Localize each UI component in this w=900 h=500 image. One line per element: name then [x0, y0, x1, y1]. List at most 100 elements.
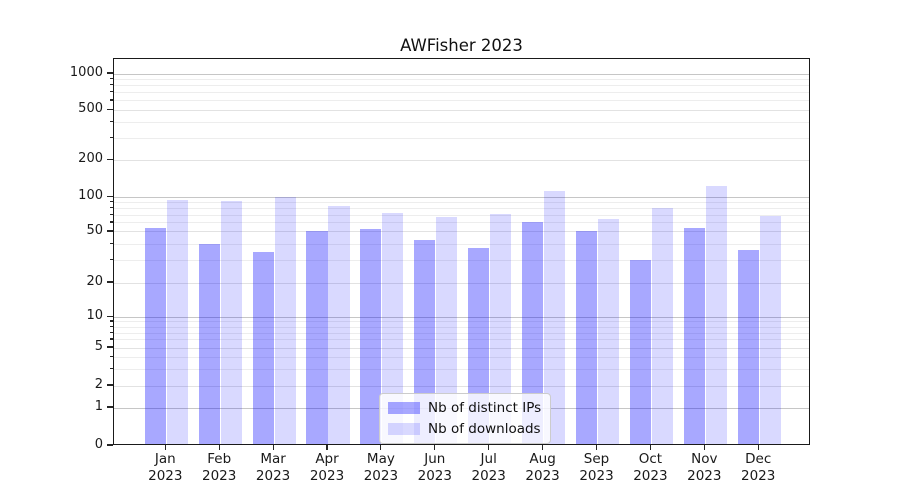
minor-gridline [114, 207, 809, 209]
legend-entry-downloads: Nb of downloads [388, 421, 541, 437]
minor-gridline [114, 259, 809, 261]
y-minor-tick-mark [109, 200, 113, 203]
x-tick-label-dec: Dec 2023 [728, 451, 788, 484]
minor-gridline [114, 332, 809, 334]
x-tick-month: May [366, 451, 395, 467]
x-tick-month: Mar [260, 451, 286, 467]
x-tick-month: Jul [480, 451, 497, 467]
bar-sep-distinct-ips [575, 231, 598, 444]
gridline-50 [114, 231, 809, 233]
y-tick-label-10: 10 [86, 308, 103, 324]
y-minor-tick-mark [109, 121, 113, 123]
gridline-500 [114, 109, 809, 111]
major-gridline-1000 [114, 73, 809, 75]
y-tick-mark-10 [107, 315, 113, 317]
y-tick-mark-100 [107, 195, 113, 197]
legend: Nb of distinct IPs Nb of downloads [379, 393, 552, 444]
x-tick-month: Apr [315, 451, 339, 467]
y-minor-tick-mark [109, 91, 113, 93]
bar-jul-downloads [490, 213, 512, 444]
y-minor-tick-mark [109, 99, 113, 101]
y-tick-mark-20 [107, 281, 113, 283]
y-minor-tick-mark [109, 242, 113, 245]
x-tick-month: Jun [424, 451, 446, 467]
y-minor-tick-mark [109, 320, 113, 322]
y-minor-tick-mark [109, 136, 113, 138]
x-tick-mark-aug [542, 445, 544, 450]
x-tick-year: 2023 [579, 467, 614, 484]
minor-gridline [114, 92, 809, 94]
minor-gridline [114, 201, 809, 203]
x-tick-year: 2023 [471, 467, 506, 484]
y-tick-mark-200 [107, 158, 113, 160]
legend-swatch-downloads [388, 423, 420, 435]
x-tick-label-sep: Sep 2023 [567, 451, 627, 484]
x-tick-month: Feb [207, 451, 232, 467]
bar-dec-downloads [759, 216, 781, 444]
x-tick-label-jun: Jun 2023 [405, 451, 465, 484]
x-tick-mark-jan [164, 445, 166, 450]
chart-title: AWFisher 2023 [400, 36, 523, 55]
legend-label-distinct-ips: Nb of distinct IPs [428, 400, 542, 416]
x-tick-year: 2023 [202, 467, 237, 484]
y-minor-tick-mark [109, 331, 113, 333]
x-tick-mark-oct [649, 445, 651, 450]
y-tick-mark-2 [107, 384, 113, 386]
x-tick-mark-jun [434, 445, 436, 450]
x-tick-label-may: May 2023 [351, 451, 411, 484]
legend-entry-distinct-ips: Nb of distinct IPs [388, 400, 541, 416]
y-tick-mark-1 [107, 406, 113, 408]
y-tick-label-0: 0 [94, 437, 103, 452]
x-tick-year: 2023 [687, 467, 722, 484]
minor-gridline [114, 79, 809, 81]
x-tick-year: 2023 [633, 467, 668, 484]
y-tick-label-50: 50 [86, 222, 103, 238]
bar-may-downloads [382, 213, 404, 444]
bar-jan-distinct-ips [144, 228, 166, 444]
bar-may-distinct-ips [360, 229, 382, 444]
x-tick-month: Dec [745, 451, 772, 467]
x-tick-year: 2023 [363, 467, 399, 484]
bar-sep-downloads [597, 219, 620, 444]
major-gridline-10 [114, 316, 809, 318]
y-minor-tick-mark [109, 258, 113, 261]
bar-jun-distinct-ips [414, 239, 436, 444]
y-tick-mark-0 [107, 444, 113, 446]
x-tick-year: 2023 [309, 467, 345, 484]
minor-gridline [114, 326, 809, 328]
x-tick-label-jan: Jan 2023 [135, 451, 195, 484]
plot-area: Nb of distinct IPs Nb of downloads [113, 58, 810, 445]
y-minor-tick-mark [109, 221, 113, 223]
x-tick-year: 2023 [255, 467, 291, 484]
gridline-20 [114, 282, 809, 284]
x-tick-month: Oct [638, 451, 663, 467]
bar-jan-downloads [166, 199, 188, 444]
legend-swatch-distinct-ips [388, 402, 420, 414]
gridline-5 [114, 347, 809, 349]
y-tick-label-2: 2 [94, 377, 103, 392]
y-minor-tick-mark [109, 206, 113, 209]
bar-nov-distinct-ips [683, 228, 705, 444]
x-tick-label-apr: Apr 2023 [297, 451, 357, 484]
gridline-200 [114, 159, 809, 161]
bar-oct-downloads [651, 207, 673, 444]
bar-aug-distinct-ips [522, 221, 544, 444]
x-tick-label-feb: Feb 2023 [189, 451, 249, 484]
bar-aug-downloads [544, 191, 566, 444]
minor-gridline [114, 356, 809, 358]
bar-mar-downloads [274, 197, 296, 444]
x-tick-mark-may [380, 445, 382, 450]
minor-gridline [114, 100, 809, 102]
y-tick-mark-5 [107, 346, 113, 348]
major-gridline-100 [114, 196, 809, 198]
minor-gridline [114, 137, 809, 139]
x-tick-month: Jan [154, 451, 176, 467]
y-tick-label-200: 200 [78, 151, 103, 167]
x-tick-mark-feb [218, 445, 220, 450]
x-tick-label-mar: Mar 2023 [243, 451, 303, 484]
y-tick-label-5: 5 [94, 339, 103, 355]
y-tick-label-20: 20 [86, 274, 103, 290]
bar-jun-downloads [436, 216, 458, 444]
x-tick-year: 2023 [148, 467, 183, 484]
